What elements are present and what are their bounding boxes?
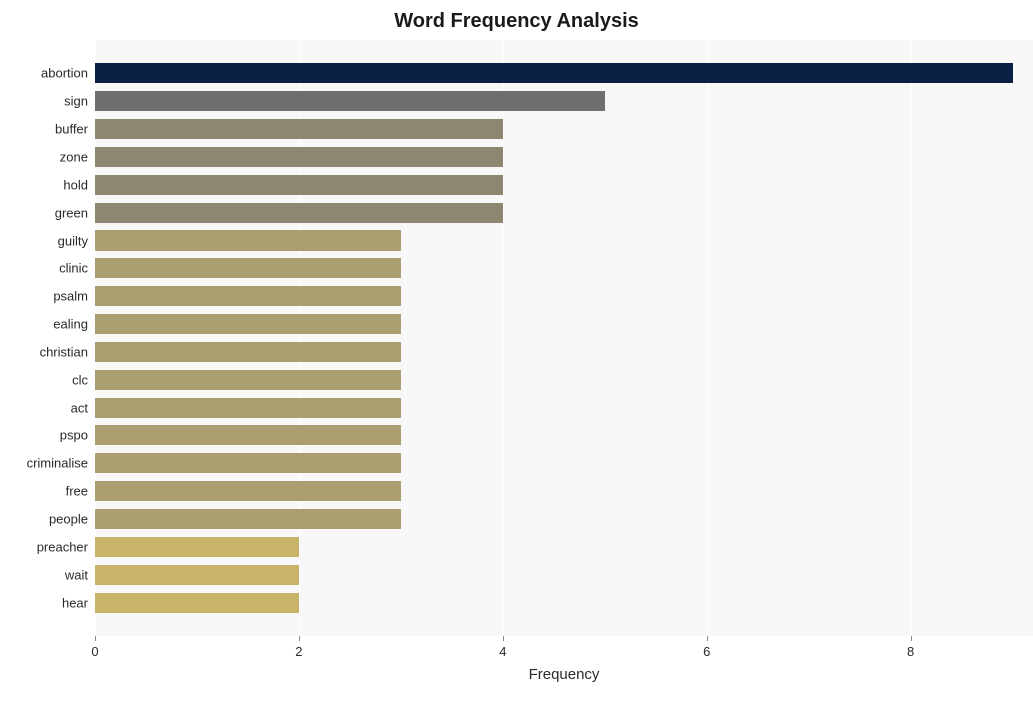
bar bbox=[95, 119, 503, 139]
bar bbox=[95, 481, 401, 501]
bar bbox=[95, 565, 299, 585]
x-tick-mark bbox=[503, 636, 504, 641]
bar-row bbox=[95, 314, 1033, 334]
y-tick-label: buffer bbox=[55, 122, 88, 137]
x-tick-mark bbox=[707, 636, 708, 641]
chart-title: Word Frequency Analysis bbox=[0, 10, 1033, 33]
y-tick-label: sign bbox=[64, 94, 88, 109]
x-tick-mark bbox=[911, 636, 912, 641]
y-tick-label: preacher bbox=[37, 539, 88, 554]
bar-row bbox=[95, 63, 1033, 83]
y-tick-label: green bbox=[55, 205, 88, 220]
x-tick-label: 6 bbox=[703, 644, 710, 659]
y-tick-label: abortion bbox=[41, 66, 88, 81]
plot-area bbox=[95, 40, 1033, 636]
bar bbox=[95, 593, 299, 613]
bar-row bbox=[95, 425, 1033, 445]
x-tick-mark bbox=[95, 636, 96, 641]
bar-row bbox=[95, 481, 1033, 501]
bar bbox=[95, 63, 1013, 83]
chart-container: Word Frequency Analysis abortion sign buff… bbox=[0, 10, 1033, 701]
y-tick-label: criminalise bbox=[27, 456, 88, 471]
y-tick-label: hear bbox=[62, 595, 88, 610]
y-tick-label: hold bbox=[63, 177, 88, 192]
bar bbox=[95, 147, 503, 167]
bar-row bbox=[95, 147, 1033, 167]
bar-row bbox=[95, 537, 1033, 557]
bar-row bbox=[95, 230, 1033, 250]
bar-row bbox=[95, 342, 1033, 362]
y-tick-label: guilty bbox=[58, 233, 88, 248]
y-tick-label: people bbox=[49, 512, 88, 527]
bar-row bbox=[95, 119, 1033, 139]
bar-row bbox=[95, 398, 1033, 418]
y-tick-label: act bbox=[71, 400, 88, 415]
bar bbox=[95, 453, 401, 473]
bar bbox=[95, 398, 401, 418]
bar-row bbox=[95, 203, 1033, 223]
bar-row bbox=[95, 370, 1033, 390]
y-tick-label: psalm bbox=[53, 289, 88, 304]
y-tick-label: clc bbox=[72, 372, 88, 387]
y-tick-label: ealing bbox=[53, 317, 88, 332]
bar-row bbox=[95, 286, 1033, 306]
bar bbox=[95, 175, 503, 195]
x-axis-title: Frequency bbox=[95, 666, 1033, 683]
x-tick-label: 2 bbox=[295, 644, 302, 659]
x-tick-label: 0 bbox=[91, 644, 98, 659]
bar bbox=[95, 342, 401, 362]
bar-row bbox=[95, 565, 1033, 585]
bar-row bbox=[95, 175, 1033, 195]
bar bbox=[95, 230, 401, 250]
bar bbox=[95, 203, 503, 223]
bar bbox=[95, 537, 299, 557]
bar-row bbox=[95, 91, 1033, 111]
y-tick-label: free bbox=[66, 484, 88, 499]
bar bbox=[95, 425, 401, 445]
y-tick-label: wait bbox=[65, 567, 88, 582]
bar bbox=[95, 286, 401, 306]
x-tick-label: 8 bbox=[907, 644, 914, 659]
x-tick-mark bbox=[299, 636, 300, 641]
y-tick-label: clinic bbox=[59, 261, 88, 276]
bar-row bbox=[95, 453, 1033, 473]
bar bbox=[95, 258, 401, 278]
bar-row bbox=[95, 258, 1033, 278]
bar bbox=[95, 370, 401, 390]
bar bbox=[95, 314, 401, 334]
y-tick-label: christian bbox=[40, 344, 88, 359]
y-tick-label: zone bbox=[60, 149, 88, 164]
bar-row bbox=[95, 509, 1033, 529]
bars-wrapper bbox=[95, 40, 1033, 636]
y-tick-label: pspo bbox=[60, 428, 88, 443]
bar bbox=[95, 91, 605, 111]
bar bbox=[95, 509, 401, 529]
bar-row bbox=[95, 593, 1033, 613]
x-tick-label: 4 bbox=[499, 644, 506, 659]
